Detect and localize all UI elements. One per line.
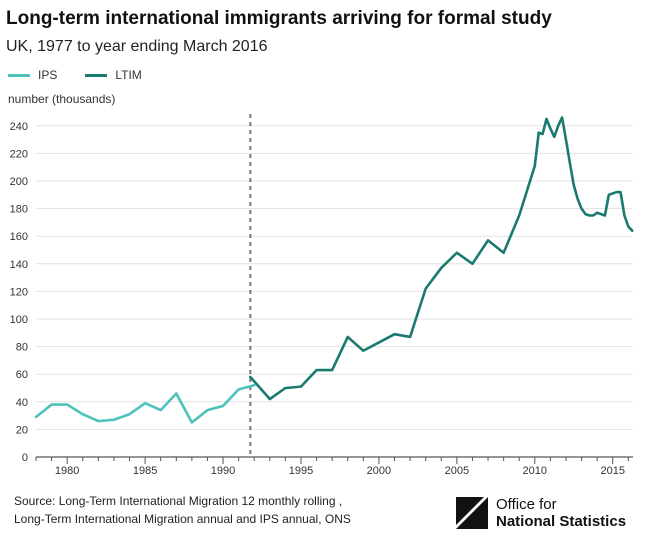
y-tick-label: 20 <box>16 424 28 436</box>
y-tick-label: 160 <box>10 231 28 243</box>
y-tick-label: 220 <box>10 148 28 160</box>
y-tick-label: 240 <box>10 121 28 133</box>
legend-label-ltim: LTIM <box>115 68 142 82</box>
y-tick-label: 100 <box>10 314 28 326</box>
x-tick-label: 1985 <box>133 465 157 477</box>
source-note: Source: Long-Term International Migratio… <box>14 492 351 528</box>
ons-logo-line-2: National Statistics <box>496 513 627 530</box>
ons-logo-line-1: Office for <box>496 496 557 513</box>
chart-subtitle: UK, 1977 to year ending March 2016 <box>6 38 268 55</box>
legend-swatch-ltim <box>85 73 108 77</box>
ons-logo: Office for National Statistics <box>456 496 626 530</box>
series-line-ips <box>34 383 256 424</box>
y-tick-label: 120 <box>10 286 28 298</box>
y-tick-label: 80 <box>16 342 28 354</box>
x-tick-label: 1980 <box>55 465 79 477</box>
series-line-ltim <box>249 116 634 401</box>
ons-logo-icon <box>456 497 488 529</box>
legend: IPS LTIM <box>8 68 142 82</box>
ons-logo-text: Office for National Statistics <box>496 496 626 530</box>
legend-label-ips: IPS <box>38 68 58 82</box>
y-tick-label: 140 <box>10 259 28 271</box>
legend-swatch-ips <box>8 73 30 77</box>
x-tick-label: 1995 <box>289 465 313 477</box>
y-tick-label: 40 <box>16 397 28 409</box>
y-tick-label: 180 <box>10 204 28 216</box>
source-line-1: Source: Long-Term International Migratio… <box>14 494 343 508</box>
legend-item-ltim[interactable]: LTIM <box>85 68 142 82</box>
y-tick-label: 60 <box>16 369 28 381</box>
chart-title: Long-term international immigrants arriv… <box>6 8 552 29</box>
y-tick-label: 200 <box>10 176 28 188</box>
x-tick-label: 2000 <box>367 465 391 477</box>
x-tick-label: 1990 <box>211 465 235 477</box>
x-tick-label: 2015 <box>600 465 624 477</box>
legend-item-ips[interactable]: IPS <box>8 68 57 82</box>
source-line-2: Long-Term International Migration annual… <box>14 512 351 526</box>
x-tick-label: 2010 <box>523 465 547 477</box>
x-tick-label: 2005 <box>445 465 469 477</box>
y-tick-label: 0 <box>22 452 28 464</box>
y-axis-label: number (thousands) <box>8 92 116 106</box>
